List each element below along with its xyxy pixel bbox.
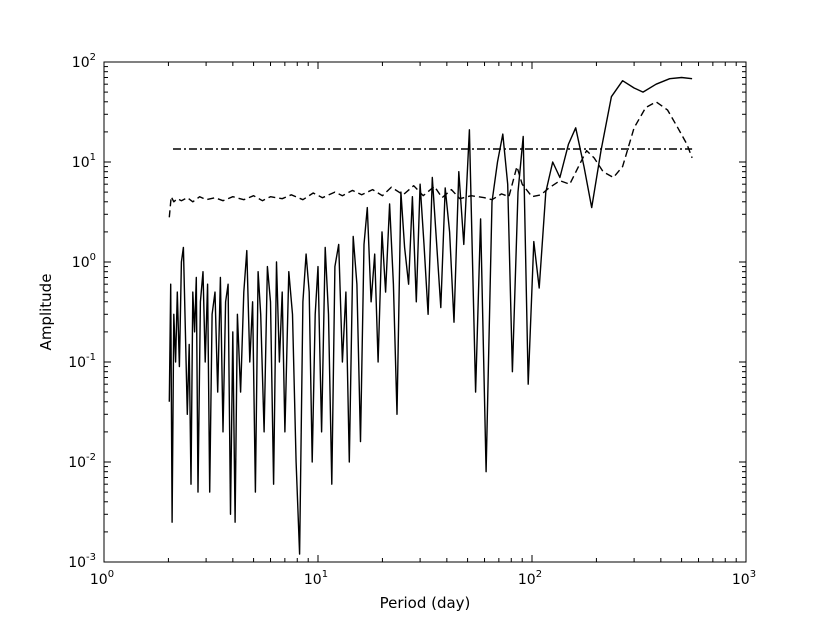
y-tick-label: 10-3 [68,552,96,571]
x-axis-label: Period (day) [380,594,471,612]
y-tick-label: 10-1 [68,352,96,371]
plot-frame [103,61,747,563]
ticks-layer: 100 101 102 103 10-3 10-2 10-1 100 101 102 [68,52,756,588]
y-tick-label: 101 [72,152,96,171]
x-tick-label: 103 [732,569,756,588]
series-line-dashed [168,101,693,218]
y-axis-label: Amplitude [37,274,55,351]
y-tick-label: 100 [72,252,96,271]
x-tick-label: 100 [90,569,114,588]
y-tick-label: 102 [72,52,96,71]
x-tick-label: 102 [518,569,542,588]
x-tick-label: 101 [304,569,328,588]
series-layer [168,76,693,555]
y-tick-label: 10-2 [68,452,96,471]
series-line-solid [168,76,693,555]
